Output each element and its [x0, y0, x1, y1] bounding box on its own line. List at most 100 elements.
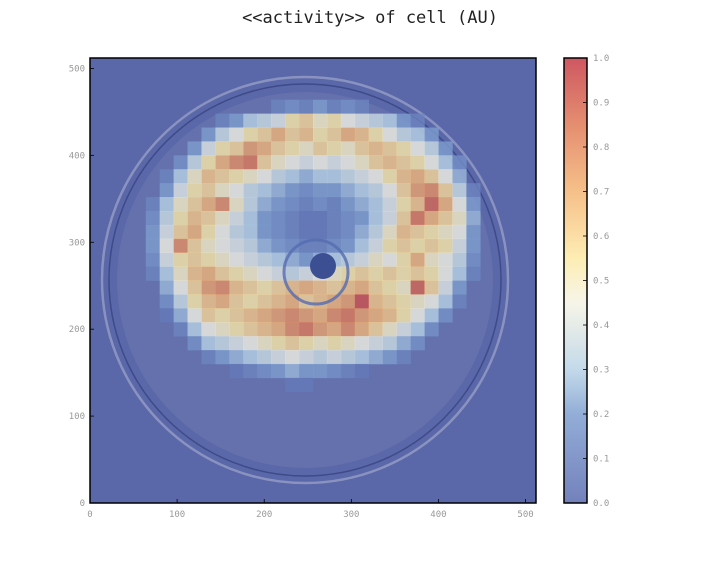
heatmap-cell: [285, 100, 299, 114]
heatmap-cell: [313, 197, 327, 211]
heatmap-cell: [174, 211, 188, 225]
heatmap-cell: [271, 197, 285, 211]
heatmap-cell: [327, 322, 341, 336]
heatmap-cell: [438, 141, 452, 155]
heatmap-cell: [299, 155, 313, 169]
heatmap-cell: [243, 239, 257, 253]
heatmap-cell: [202, 128, 216, 142]
heatmap-cell: [341, 364, 355, 378]
heatmap-cell: [452, 183, 466, 197]
heatmap-cell: [425, 267, 439, 281]
heatmap-cell: [257, 350, 271, 364]
heatmap-cell: [202, 183, 216, 197]
heatmap-cell: [425, 197, 439, 211]
heatmap-cell: [229, 294, 243, 308]
heatmap-cell: [202, 294, 216, 308]
heatmap-cell: [285, 169, 299, 183]
heatmap-cell: [215, 253, 229, 267]
heatmap-cell: [383, 350, 397, 364]
x-tick-label: 100: [169, 510, 185, 520]
heatmap-cell: [438, 281, 452, 295]
heatmap-cell: [243, 183, 257, 197]
heatmap-cell: [397, 155, 411, 169]
heatmap-cell: [215, 350, 229, 364]
heatmap-cell: [369, 128, 383, 142]
heatmap-cell: [229, 197, 243, 211]
heatmap-cell: [369, 183, 383, 197]
heatmap-cell: [466, 239, 480, 253]
heatmap-cell: [202, 155, 216, 169]
heatmap-cell: [202, 141, 216, 155]
heatmap-cell: [299, 308, 313, 322]
heatmap-cell: [229, 183, 243, 197]
heatmap-cell: [341, 141, 355, 155]
heatmap-cell: [438, 211, 452, 225]
heatmap-cell: [341, 294, 355, 308]
y-tick-label: 300: [69, 238, 85, 248]
heatmap-cell: [188, 169, 202, 183]
heatmap-cell: [174, 294, 188, 308]
heatmap-cell: [327, 225, 341, 239]
heatmap-cell: [229, 322, 243, 336]
heatmap-cell: [341, 225, 355, 239]
heatmap-cell: [313, 336, 327, 350]
heatmap-cell: [355, 364, 369, 378]
heatmap-cell: [327, 100, 341, 114]
heatmap-cell: [160, 197, 174, 211]
heatmap-cell: [425, 155, 439, 169]
heatmap-cell: [425, 294, 439, 308]
heatmap-cell: [369, 155, 383, 169]
heatmap-cell: [341, 211, 355, 225]
heatmap-cell: [257, 364, 271, 378]
heatmap-cell: [452, 267, 466, 281]
heatmap-cell: [369, 267, 383, 281]
heatmap-cell: [397, 308, 411, 322]
heatmap-cell: [411, 322, 425, 336]
heatmap-cell: [160, 253, 174, 267]
heatmap-cell: [397, 183, 411, 197]
heatmap-cell: [397, 322, 411, 336]
heatmap-cell: [257, 211, 271, 225]
heatmap-cell: [188, 294, 202, 308]
heatmap-cell: [466, 253, 480, 267]
heatmap-cell: [299, 183, 313, 197]
heatmap-cell: [285, 322, 299, 336]
heatmap-cell: [313, 322, 327, 336]
heatmap-cell: [146, 225, 160, 239]
heatmap-cell: [174, 183, 188, 197]
heatmap-cell: [257, 128, 271, 142]
heatmap-cell: [313, 141, 327, 155]
colorbar-tick-label: 0.3: [593, 366, 609, 376]
heatmap-cell: [271, 225, 285, 239]
colorbar-tick-label: 0.2: [593, 410, 609, 420]
heatmap-cell: [438, 294, 452, 308]
heatmap-cell: [202, 308, 216, 322]
heatmap-cell: [215, 308, 229, 322]
heatmap-cell: [452, 211, 466, 225]
heatmap-cell: [229, 239, 243, 253]
heatmap-cell: [188, 253, 202, 267]
heatmap-cell: [257, 336, 271, 350]
heatmap-cell: [438, 225, 452, 239]
heatmap-cell: [243, 294, 257, 308]
heatmap-cell: [355, 294, 369, 308]
heatmap-cell: [188, 183, 202, 197]
heatmap-cell: [397, 294, 411, 308]
heatmap-cell: [369, 197, 383, 211]
heatmap-cell: [215, 141, 229, 155]
heatmap-cell: [188, 239, 202, 253]
heatmap-cell: [355, 169, 369, 183]
heatmap-cell: [313, 308, 327, 322]
heatmap-cell: [438, 197, 452, 211]
heatmap-cell: [397, 211, 411, 225]
heatmap-cell: [257, 197, 271, 211]
heatmap-cell: [160, 211, 174, 225]
heatmap-cell: [411, 211, 425, 225]
heatmap-cell: [202, 267, 216, 281]
heatmap-cell: [355, 100, 369, 114]
heatmap-cell: [188, 155, 202, 169]
heatmap-cell: [411, 128, 425, 142]
heatmap-cell: [411, 253, 425, 267]
heatmap-cell: [341, 336, 355, 350]
heatmap-cell: [341, 197, 355, 211]
